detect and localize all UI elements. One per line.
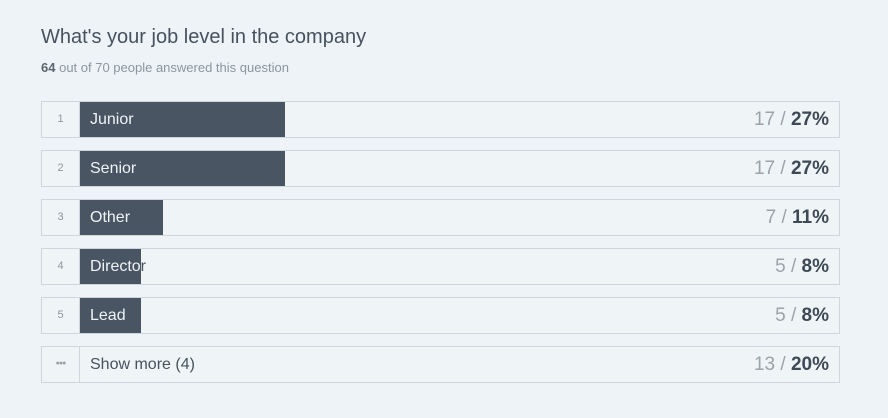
show-more-label[interactable]: Show more (4) bbox=[90, 356, 195, 373]
count: 13 bbox=[753, 354, 776, 375]
rank: 3 bbox=[42, 200, 80, 235]
percent: 8% bbox=[801, 305, 829, 326]
result-row: 2SeniorSenior17 / 27% bbox=[41, 150, 840, 187]
result-row: 4DirectorDirector5 / 8% bbox=[41, 248, 840, 285]
bar: Senior bbox=[80, 151, 285, 186]
summary: 64 out of 70 people answered this questi… bbox=[41, 60, 289, 75]
percent: 20% bbox=[790, 354, 829, 375]
rank: 2 bbox=[42, 151, 80, 186]
more-icon: ●●● bbox=[42, 347, 80, 382]
separator: / bbox=[780, 354, 786, 375]
separator: / bbox=[790, 256, 797, 277]
count: 17 bbox=[753, 109, 776, 130]
result-value: 17 / 27% bbox=[754, 151, 829, 186]
bar-track: OtherOther bbox=[80, 200, 839, 235]
bar: Director bbox=[80, 249, 141, 284]
result-row: 3OtherOther7 / 11% bbox=[41, 199, 840, 236]
count: 7 bbox=[765, 207, 777, 228]
count: 5 bbox=[775, 256, 786, 277]
separator: / bbox=[780, 109, 786, 130]
count: 5 bbox=[775, 305, 786, 326]
answered-count: 64 bbox=[41, 60, 56, 75]
bar-track: JuniorJunior bbox=[80, 102, 839, 137]
option-label: Other bbox=[90, 209, 131, 226]
option-label: Senior bbox=[90, 160, 137, 177]
bar-track: DirectorDirector bbox=[80, 249, 839, 284]
percent: 11% bbox=[792, 207, 829, 228]
percent: 8% bbox=[801, 256, 829, 277]
rank: 5 bbox=[42, 298, 80, 333]
bar-track: LeadLead bbox=[80, 298, 839, 333]
option-label: Lead bbox=[90, 307, 126, 324]
count: 17 bbox=[753, 158, 776, 179]
percent: 27% bbox=[790, 109, 829, 130]
rank: 4 bbox=[42, 249, 80, 284]
result-value: 5 / 8% bbox=[775, 298, 829, 333]
question-title: What's your job level in the company bbox=[41, 26, 367, 48]
result-value: 5 / 8% bbox=[775, 249, 829, 284]
result-value: 17 / 27% bbox=[754, 102, 829, 137]
bar: Junior bbox=[80, 102, 285, 137]
separator: / bbox=[781, 207, 787, 228]
result-row: 5LeadLead5 / 8% bbox=[41, 297, 840, 334]
separator: / bbox=[790, 305, 797, 326]
result-row: 1JuniorJunior17 / 27% bbox=[41, 101, 840, 138]
rank: 1 bbox=[42, 102, 80, 137]
bar-track: Show more (4) bbox=[80, 347, 839, 382]
bar-track: SeniorSenior bbox=[80, 151, 839, 186]
percent: 27% bbox=[790, 158, 829, 179]
show-more-row[interactable]: ●●● Show more (4) 13 / 20% bbox=[41, 346, 840, 383]
result-value: 7 / 11% bbox=[766, 200, 829, 235]
summary-text: out of 70 people answered this question bbox=[59, 60, 289, 75]
separator: / bbox=[780, 158, 786, 179]
option-label: Director bbox=[90, 258, 141, 275]
bar: Lead bbox=[80, 298, 141, 333]
bar: Other bbox=[80, 200, 164, 235]
option-label: Junior bbox=[90, 111, 134, 128]
result-value: 13 / 20% bbox=[754, 347, 829, 382]
